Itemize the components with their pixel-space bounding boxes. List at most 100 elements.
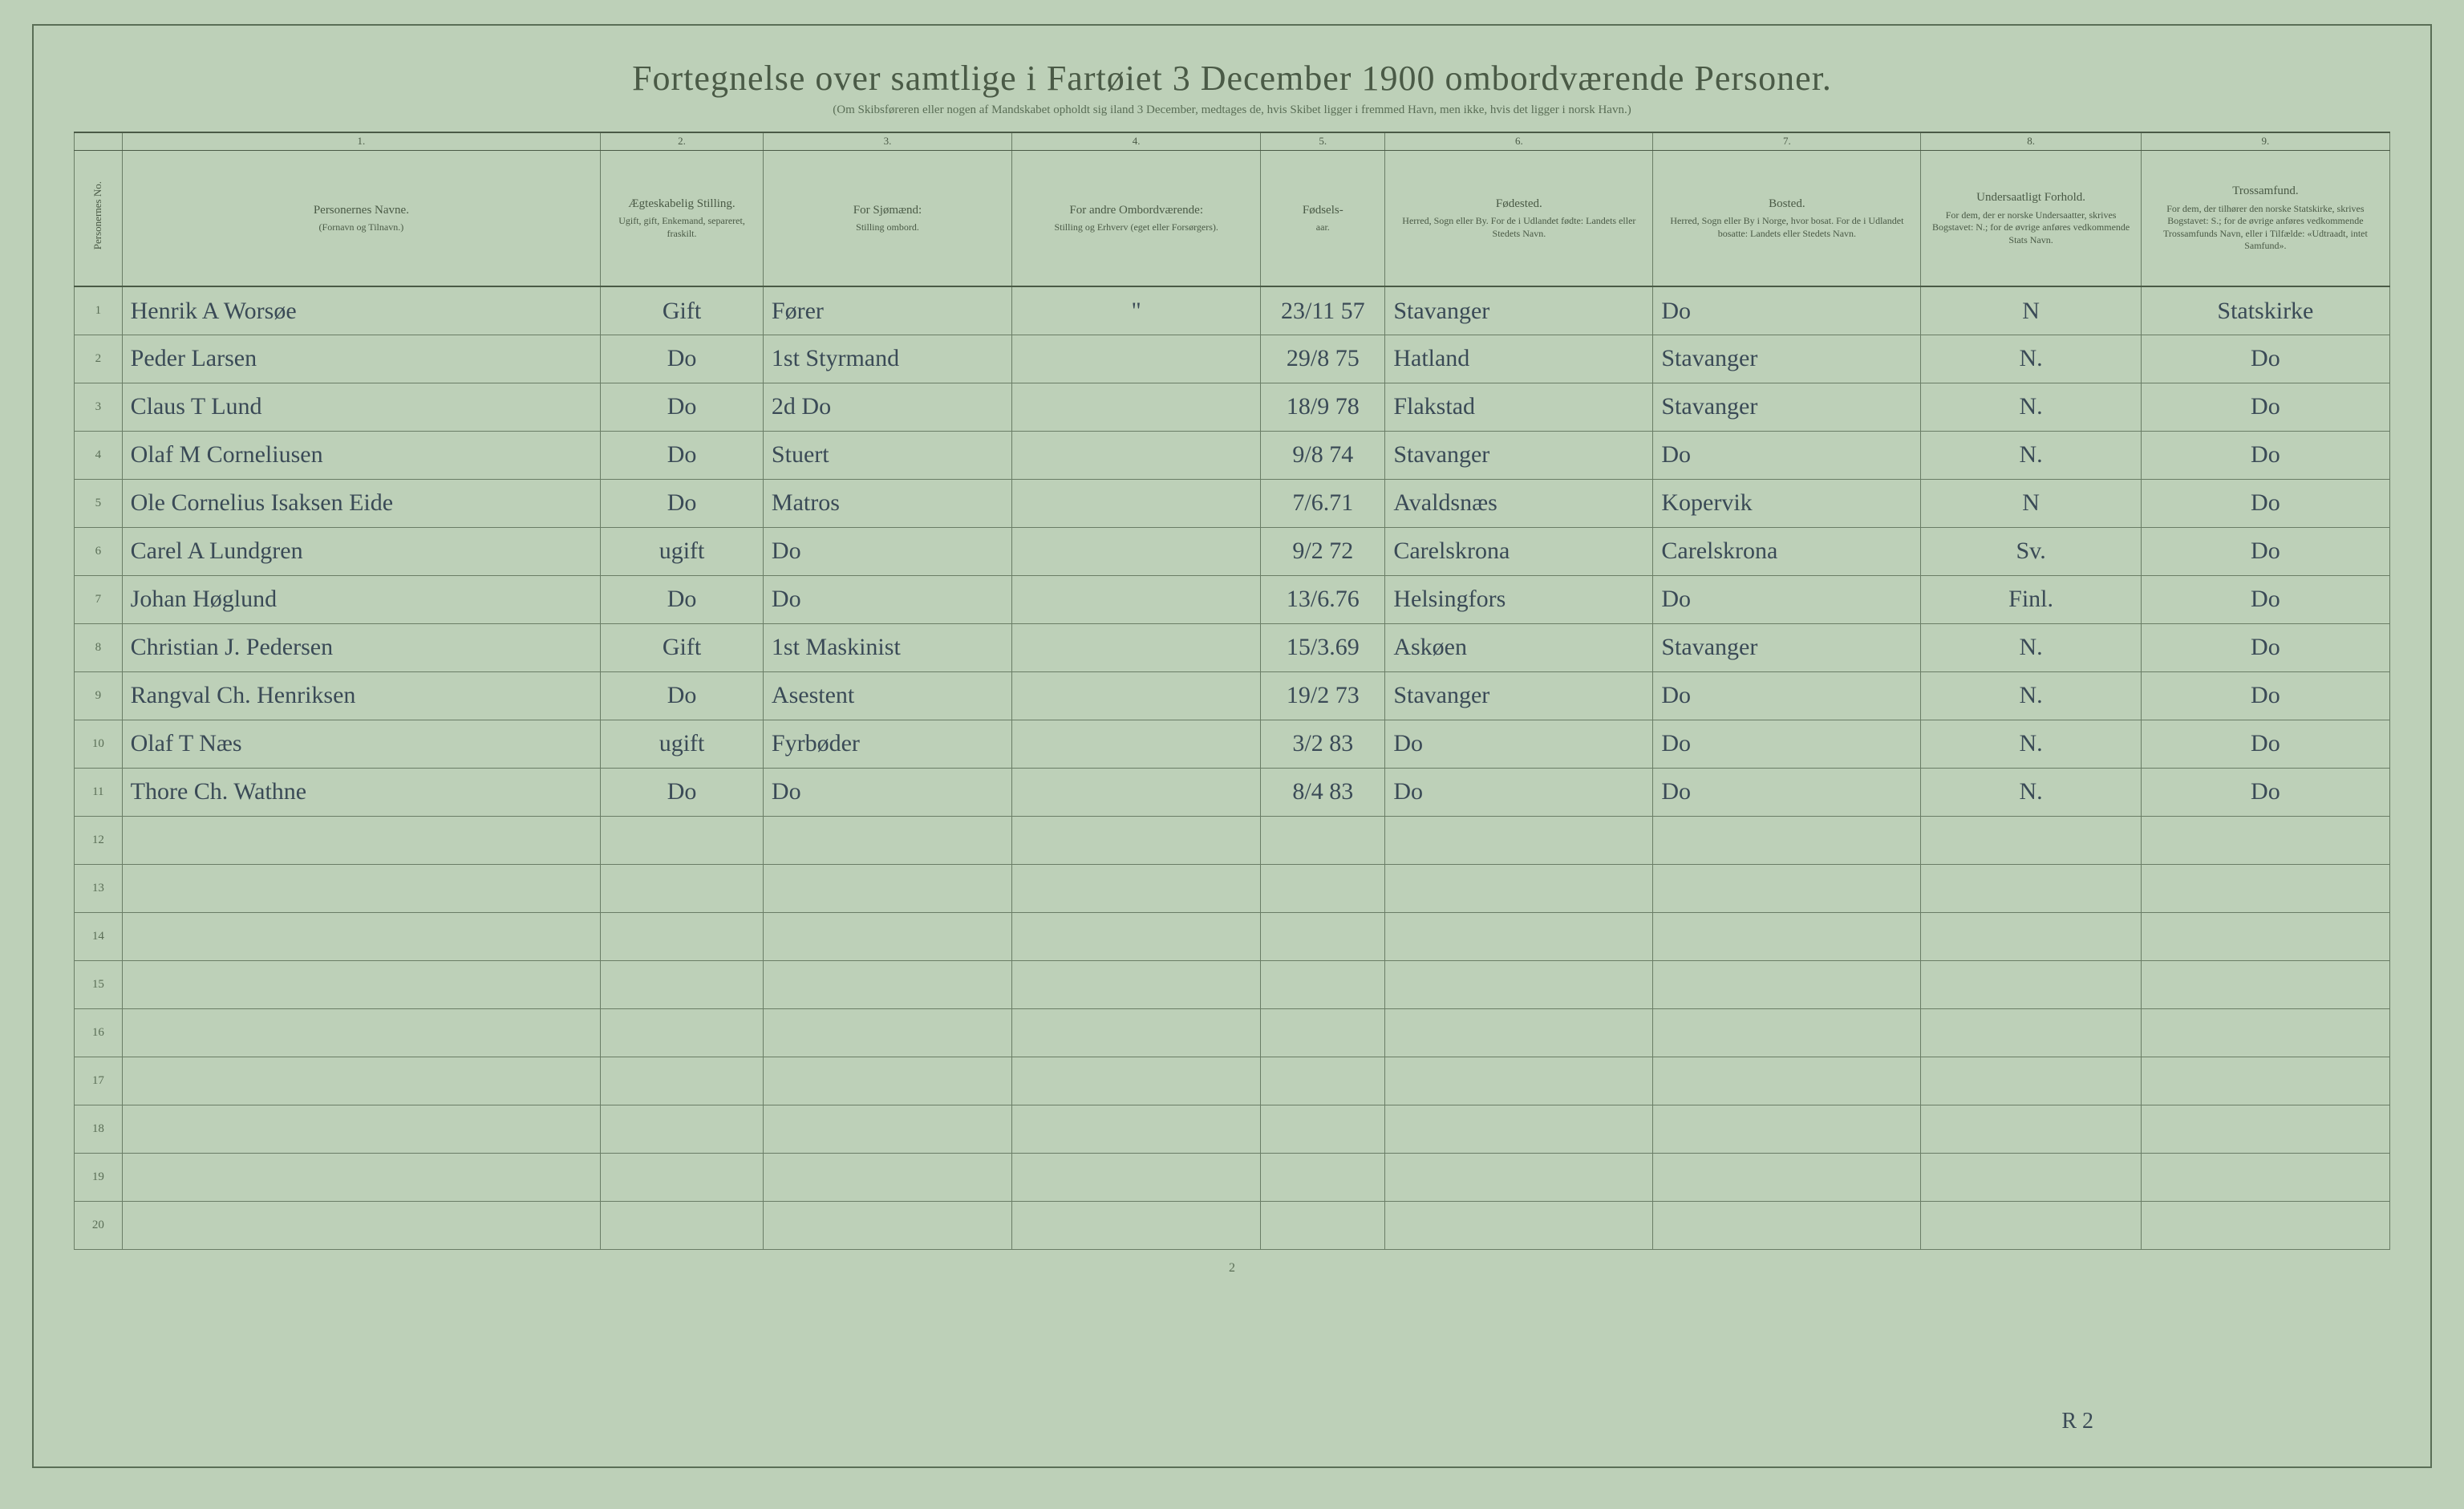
cell-nationality: N. (1921, 720, 2141, 768)
table-row: 5Ole Cornelius Isaksen EideDoMatros7/6.7… (75, 479, 2390, 527)
row-number: 5 (75, 479, 123, 527)
cell-marital: Do (601, 431, 764, 479)
col-num-6: 6. (1385, 132, 1653, 150)
cell-other (1012, 1153, 1261, 1201)
cell-position: 2d Do (763, 383, 1011, 431)
cell-marital: ugift (601, 527, 764, 575)
table-body: 1Henrik A WorsøeGiftFører"23/11 57Stavan… (75, 286, 2390, 1249)
cell-other (1012, 912, 1261, 960)
cell-marital: ugift (601, 720, 764, 768)
cell-residence: Do (1653, 720, 1921, 768)
cell-nationality (1921, 912, 2141, 960)
row-number: 12 (75, 816, 123, 864)
cell-religion: Do (2141, 671, 2389, 720)
cell-position (763, 1057, 1011, 1105)
cell-name: Johan Høglund (122, 575, 600, 623)
cell-birthplace (1385, 1105, 1653, 1153)
row-number: 17 (75, 1057, 123, 1105)
table-row: 4Olaf M CorneliusenDoStuert9/8 74Stavang… (75, 431, 2390, 479)
cell-residence (1653, 1153, 1921, 1201)
cell-position: Do (763, 768, 1011, 816)
row-number: 1 (75, 286, 123, 335)
cell-religion (2141, 1153, 2389, 1201)
cell-position (763, 1105, 1011, 1153)
cell-other (1012, 623, 1261, 671)
col-num-7: 7. (1653, 132, 1921, 150)
cell-religion: Do (2141, 383, 2389, 431)
cell-birthplace (1385, 912, 1653, 960)
cell-residence (1653, 816, 1921, 864)
cell-nationality (1921, 1057, 2141, 1105)
cell-residence (1653, 1201, 1921, 1249)
cell-marital (601, 1201, 764, 1249)
cell-religion (2141, 864, 2389, 912)
cell-position: Matros (763, 479, 1011, 527)
cell-other (1012, 1105, 1261, 1153)
cell-residence: Stavanger (1653, 335, 1921, 383)
cell-marital (601, 1105, 764, 1153)
table-row: 2Peder LarsenDo1st Styrmand29/8 75Hatlan… (75, 335, 2390, 383)
cell-nationality: N (1921, 286, 2141, 335)
bottom-scribble: R 2 (2061, 1409, 2093, 1434)
table-row: 3Claus T LundDo2d Do18/9 78FlakstadStava… (75, 383, 2390, 431)
cell-birthyear: 9/2 72 (1261, 527, 1385, 575)
col-num-3: 3. (763, 132, 1011, 150)
col-num-9: 9. (2141, 132, 2389, 150)
row-number: 4 (75, 431, 123, 479)
col-num-5: 5. (1261, 132, 1385, 150)
row-number-header: Personernes No. (75, 150, 123, 286)
row-number: 7 (75, 575, 123, 623)
cell-position (763, 1201, 1011, 1249)
cell-other (1012, 527, 1261, 575)
cell-other (1012, 720, 1261, 768)
table-row: 17 (75, 1057, 2390, 1105)
row-number: 18 (75, 1105, 123, 1153)
cell-birthyear (1261, 816, 1385, 864)
table-row: 1Henrik A WorsøeGiftFører"23/11 57Stavan… (75, 286, 2390, 335)
cell-nationality: N (1921, 479, 2141, 527)
cell-birthyear: 3/2 83 (1261, 720, 1385, 768)
cell-other (1012, 431, 1261, 479)
header-residence: Bosted. Herred, Sogn eller By i Norge, h… (1653, 150, 1921, 286)
cell-marital (601, 912, 764, 960)
cell-name: Ole Cornelius Isaksen Eide (122, 479, 600, 527)
col-num-4: 4. (1012, 132, 1261, 150)
cell-religion: Statskirke (2141, 286, 2389, 335)
cell-nationality: N. (1921, 431, 2141, 479)
col-num-2: 2. (601, 132, 764, 150)
cell-religion: Do (2141, 431, 2389, 479)
cell-residence: Stavanger (1653, 623, 1921, 671)
table-row: 18 (75, 1105, 2390, 1153)
cell-birthplace (1385, 816, 1653, 864)
cell-birthplace (1385, 1153, 1653, 1201)
table-row: 14 (75, 912, 2390, 960)
cell-religion: Do (2141, 527, 2389, 575)
cell-residence: Carelskrona (1653, 527, 1921, 575)
cell-nationality (1921, 960, 2141, 1008)
cell-birthyear: 15/3.69 (1261, 623, 1385, 671)
header-nationality: Undersaatligt Forhold. For dem, der er n… (1921, 150, 2141, 286)
cell-position (763, 1008, 1011, 1057)
table-row: 19 (75, 1153, 2390, 1201)
cell-nationality (1921, 816, 2141, 864)
cell-nationality: N. (1921, 768, 2141, 816)
cell-residence: Do (1653, 575, 1921, 623)
cell-nationality (1921, 864, 2141, 912)
cell-position: 1st Styrmand (763, 335, 1011, 383)
cell-name (122, 1201, 600, 1249)
row-number: 2 (75, 335, 123, 383)
cell-position (763, 1153, 1011, 1201)
cell-name (122, 1105, 600, 1153)
cell-name: Peder Larsen (122, 335, 600, 383)
cell-name (122, 1057, 600, 1105)
cell-birthplace: Do (1385, 768, 1653, 816)
table-row: 8Christian J. PedersenGift1st Maskinist1… (75, 623, 2390, 671)
header-others: For andre Ombordværende: Stilling og Erh… (1012, 150, 1261, 286)
cell-marital (601, 864, 764, 912)
cell-religion (2141, 1057, 2389, 1105)
cell-religion: Do (2141, 335, 2389, 383)
cell-marital: Do (601, 575, 764, 623)
cell-birthyear: 18/9 78 (1261, 383, 1385, 431)
header-name: Personernes Navne. (Fornavn og Tilnavn.) (122, 150, 600, 286)
column-number-row: 1. 2. 3. 4. 5. 6. 7. 8. 9. (75, 132, 2390, 150)
